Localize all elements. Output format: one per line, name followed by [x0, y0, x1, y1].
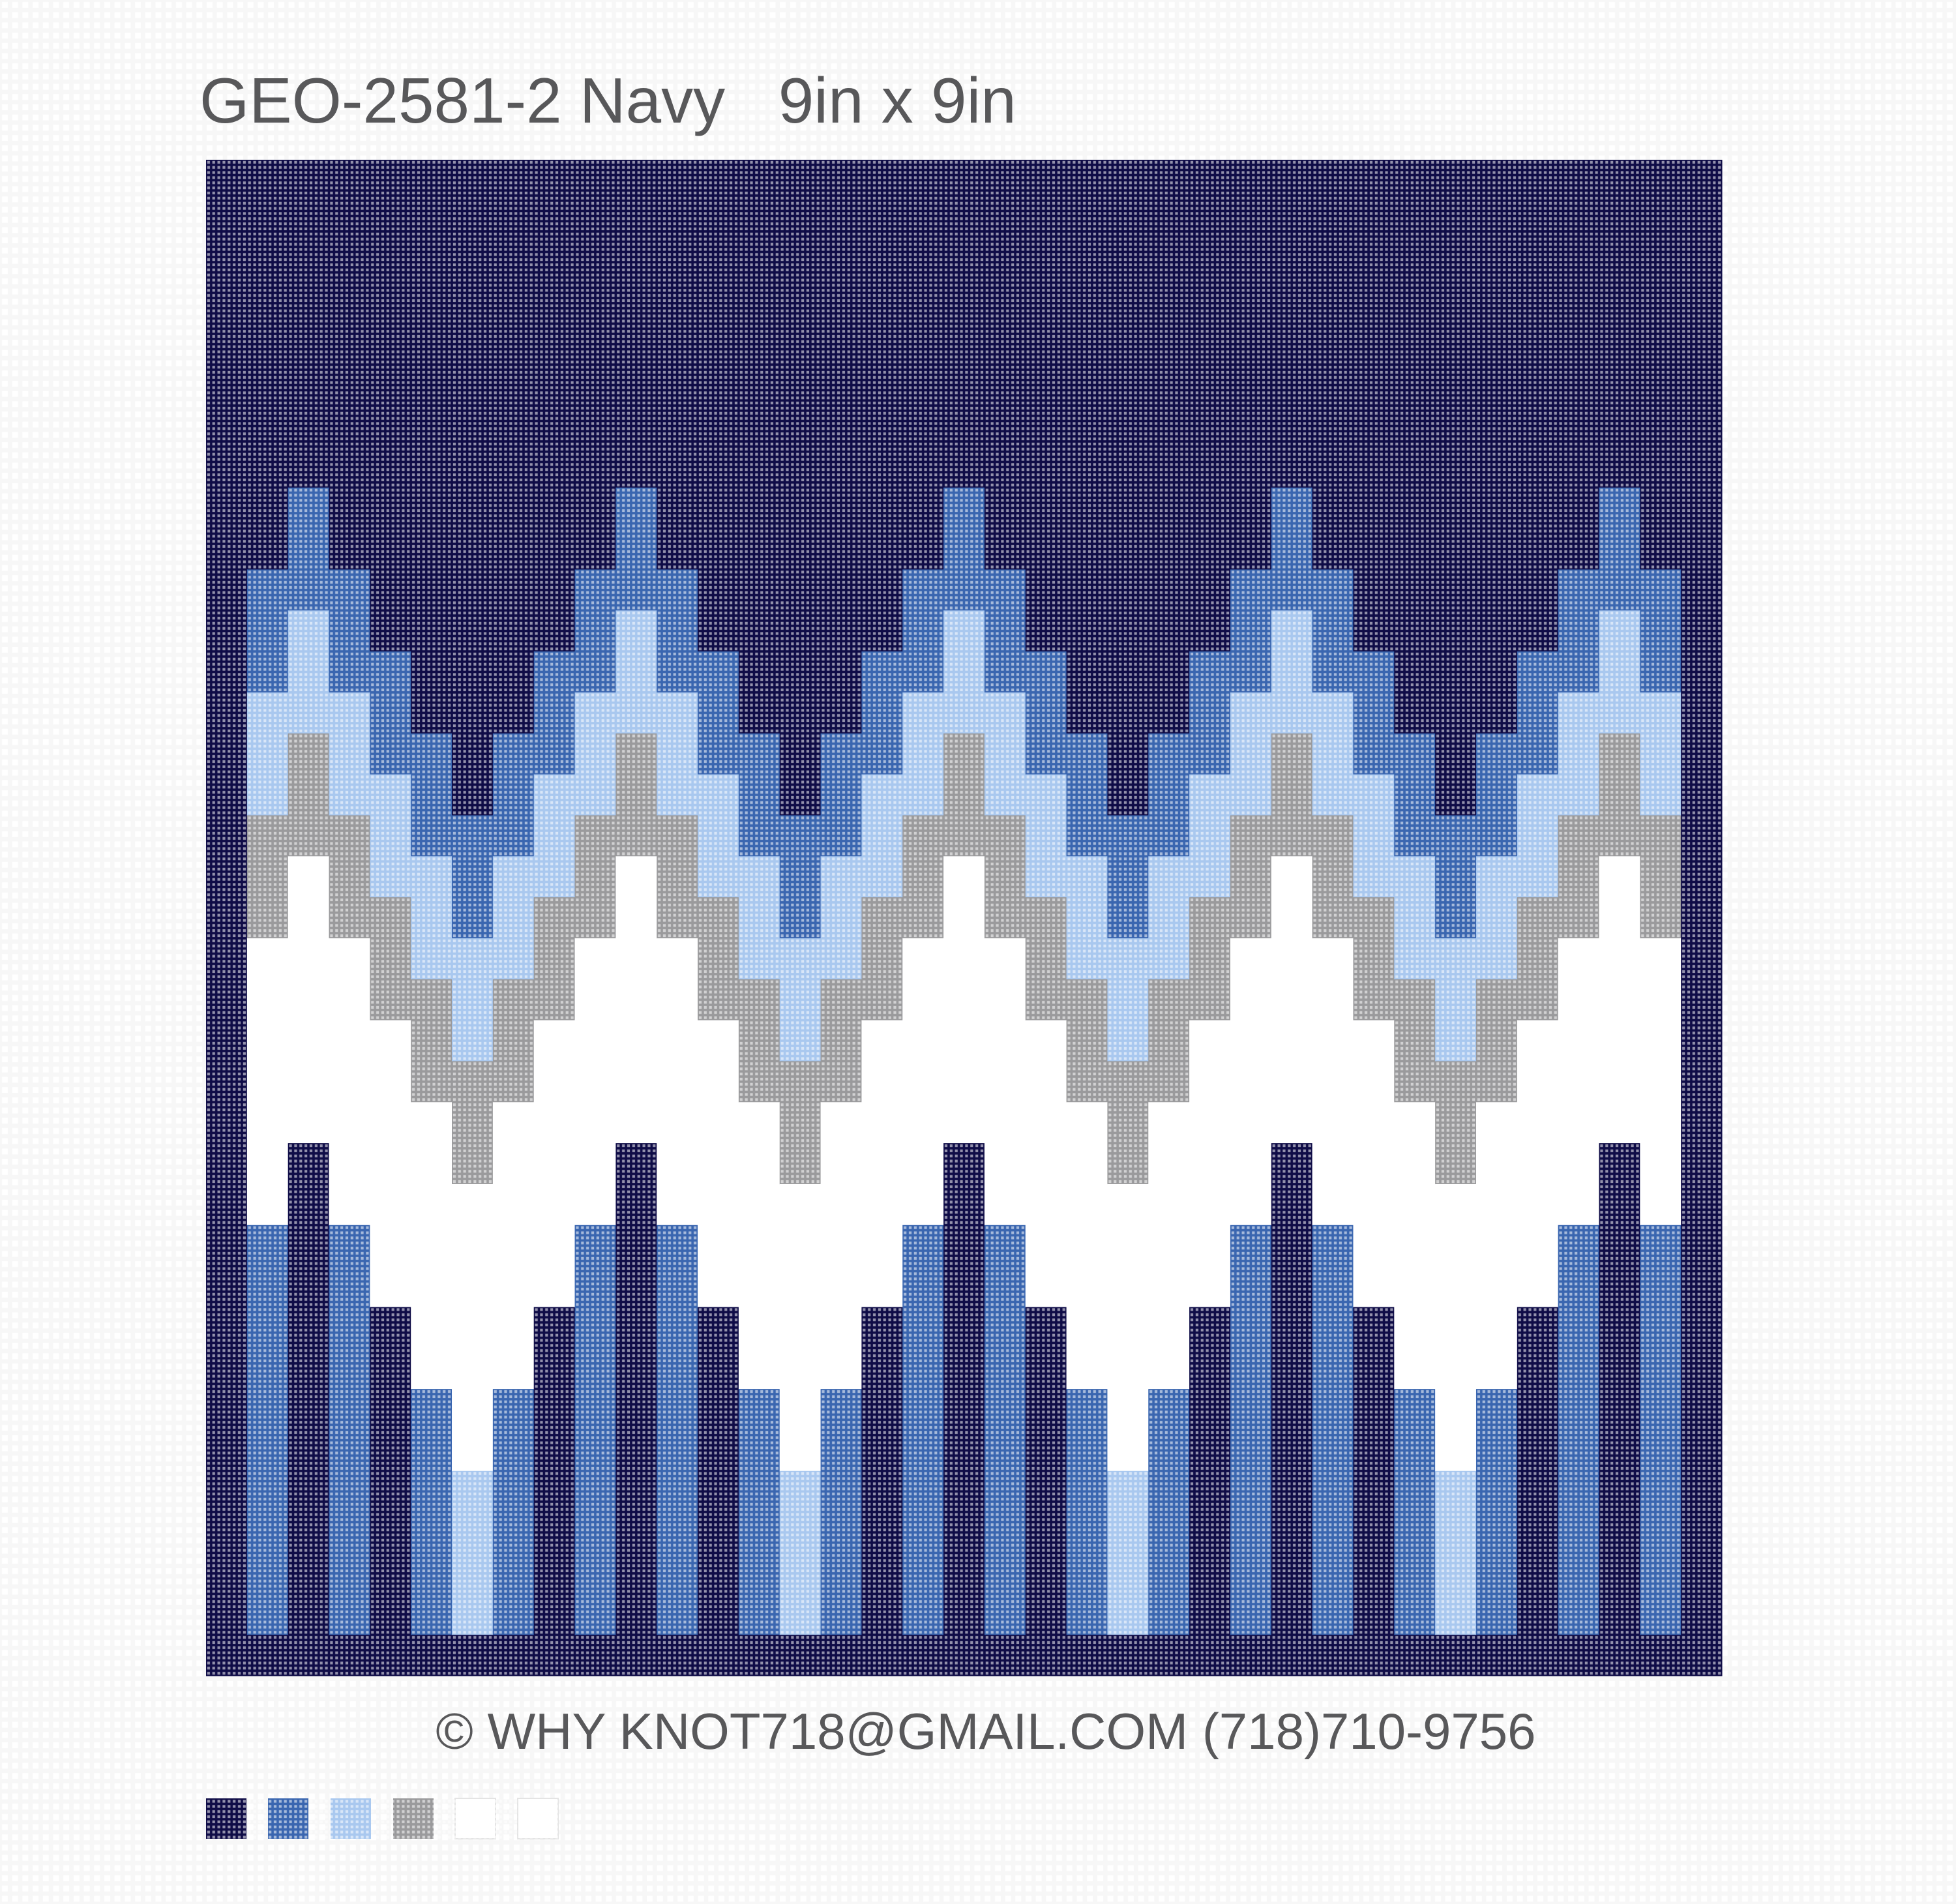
canvas-mesh — [206, 160, 1722, 1676]
copyright: © WHY KNOT718@GMAIL.COM (718)710-9756 — [436, 1703, 1535, 1760]
color-key — [206, 1798, 559, 1839]
title: GEO-2581-2 Navy 9in x 9in — [200, 65, 1016, 136]
swatch-mesh — [206, 1798, 558, 1839]
